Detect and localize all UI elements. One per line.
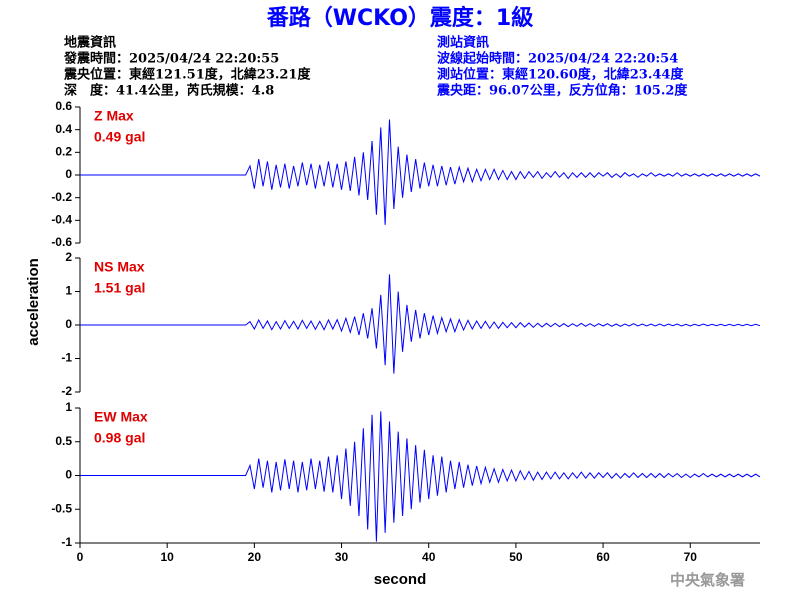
y-tick-label: 0.2 <box>55 145 72 159</box>
x-tick-label: 60 <box>596 550 610 564</box>
y-tick-label: 0 <box>65 167 72 181</box>
x-tick-label: 70 <box>684 550 698 564</box>
y-tick-label: 1 <box>65 400 72 414</box>
x-tick-label: 20 <box>248 550 262 564</box>
y-tick-label: 0 <box>65 468 72 482</box>
info-right: 測站資訊 <box>437 35 489 51</box>
y-tick-label: -0.4 <box>51 213 72 227</box>
annotation: NS Max <box>94 259 145 275</box>
waveform <box>80 119 761 225</box>
chart-title: 番路（WCKO）震度：1級 <box>266 5 533 31</box>
y-tick-label: 2 <box>65 250 72 264</box>
y-tick-label: -0.2 <box>51 190 72 204</box>
y-tick-label: -1 <box>61 535 72 549</box>
y-tick-label: 1 <box>65 284 72 298</box>
footer: 中央氣象署 <box>670 571 745 589</box>
info-left: 深 度：41.4公里，芮氏規模：4.8 <box>64 83 274 99</box>
y-tick-label: 0 <box>65 317 72 331</box>
info-right: 測站位置：東經120.60度，北緯23.44度 <box>437 67 684 83</box>
y-tick-label: -1 <box>61 351 72 365</box>
y-tick-label: -0.5 <box>51 501 72 515</box>
x-tick-label: 10 <box>160 550 174 564</box>
info-left: 地震資訊 <box>64 35 116 51</box>
info-left: 震央位置：東經121.51度，北緯23.21度 <box>63 67 311 83</box>
x-tick-label: 30 <box>335 550 349 564</box>
x-tick-label: 0 <box>77 550 84 564</box>
x-axis-label: second <box>374 571 427 588</box>
y-tick-label: 0.4 <box>55 122 72 136</box>
max-label: 0.49 gal <box>94 129 145 145</box>
y-axis-label: acceleration <box>25 258 42 346</box>
x-tick-label: 50 <box>509 550 523 564</box>
info-left: 發震時間：2025/04/24 22:20:55 <box>63 51 279 67</box>
y-tick-label: -0.6 <box>51 235 72 249</box>
waveform <box>80 274 761 374</box>
annotation: EW Max <box>94 409 148 425</box>
info-right: 震央距：96.07公里，反方位角：105.2度 <box>436 83 688 99</box>
waveform <box>80 411 761 542</box>
y-tick-label: -2 <box>61 384 72 398</box>
annotation: Z Max <box>94 108 134 124</box>
info-right: 波線起始時間：2025/04/24 22:20:54 <box>437 51 678 67</box>
y-tick-label: 0.5 <box>55 434 72 448</box>
max-label: 1.51 gal <box>94 280 145 296</box>
max-label: 0.98 gal <box>94 430 145 446</box>
x-tick-label: 40 <box>422 550 436 564</box>
y-tick-label: 0.6 <box>55 99 72 113</box>
